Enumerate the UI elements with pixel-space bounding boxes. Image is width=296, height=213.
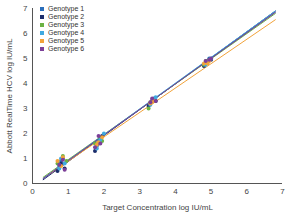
svg-text:2: 2 [102, 187, 107, 196]
svg-text:6: 6 [245, 187, 250, 196]
svg-text:7: 7 [23, 4, 28, 13]
svg-text:1: 1 [23, 154, 28, 163]
svg-text:6: 6 [23, 29, 28, 38]
html-text:Genotype 1: Genotype 1 [48, 5, 85, 12]
svg-text:2: 2 [23, 129, 28, 138]
html-text:Genotype 3: Genotype 3 [48, 21, 85, 28]
svg-text:5: 5 [23, 54, 28, 63]
html-text:Genotype 2: Genotype 2 [48, 13, 85, 20]
svg-text:4: 4 [173, 187, 178, 196]
html-text:Genotype 5: Genotype 5 [48, 37, 85, 44]
svg-text:0: 0 [23, 179, 28, 188]
svg-text:7: 7 [280, 187, 285, 196]
svg-text:0: 0 [30, 187, 35, 196]
svg-text:3: 3 [137, 187, 142, 196]
svg-text:1: 1 [66, 187, 71, 196]
svg-text:4: 4 [23, 79, 28, 88]
svg-text:Target Concentration log IU/mL: Target Concentration log IU/mL [102, 203, 213, 212]
svg-text:3: 3 [23, 104, 28, 113]
html-text:Genotype 4: Genotype 4 [48, 29, 85, 36]
html-text:Genotype 6: Genotype 6 [48, 45, 85, 52]
svg-text:Abbott RealTime HCV log IU/mL: Abbott RealTime HCV log IU/mL [5, 38, 14, 153]
svg-text:5: 5 [209, 187, 214, 196]
